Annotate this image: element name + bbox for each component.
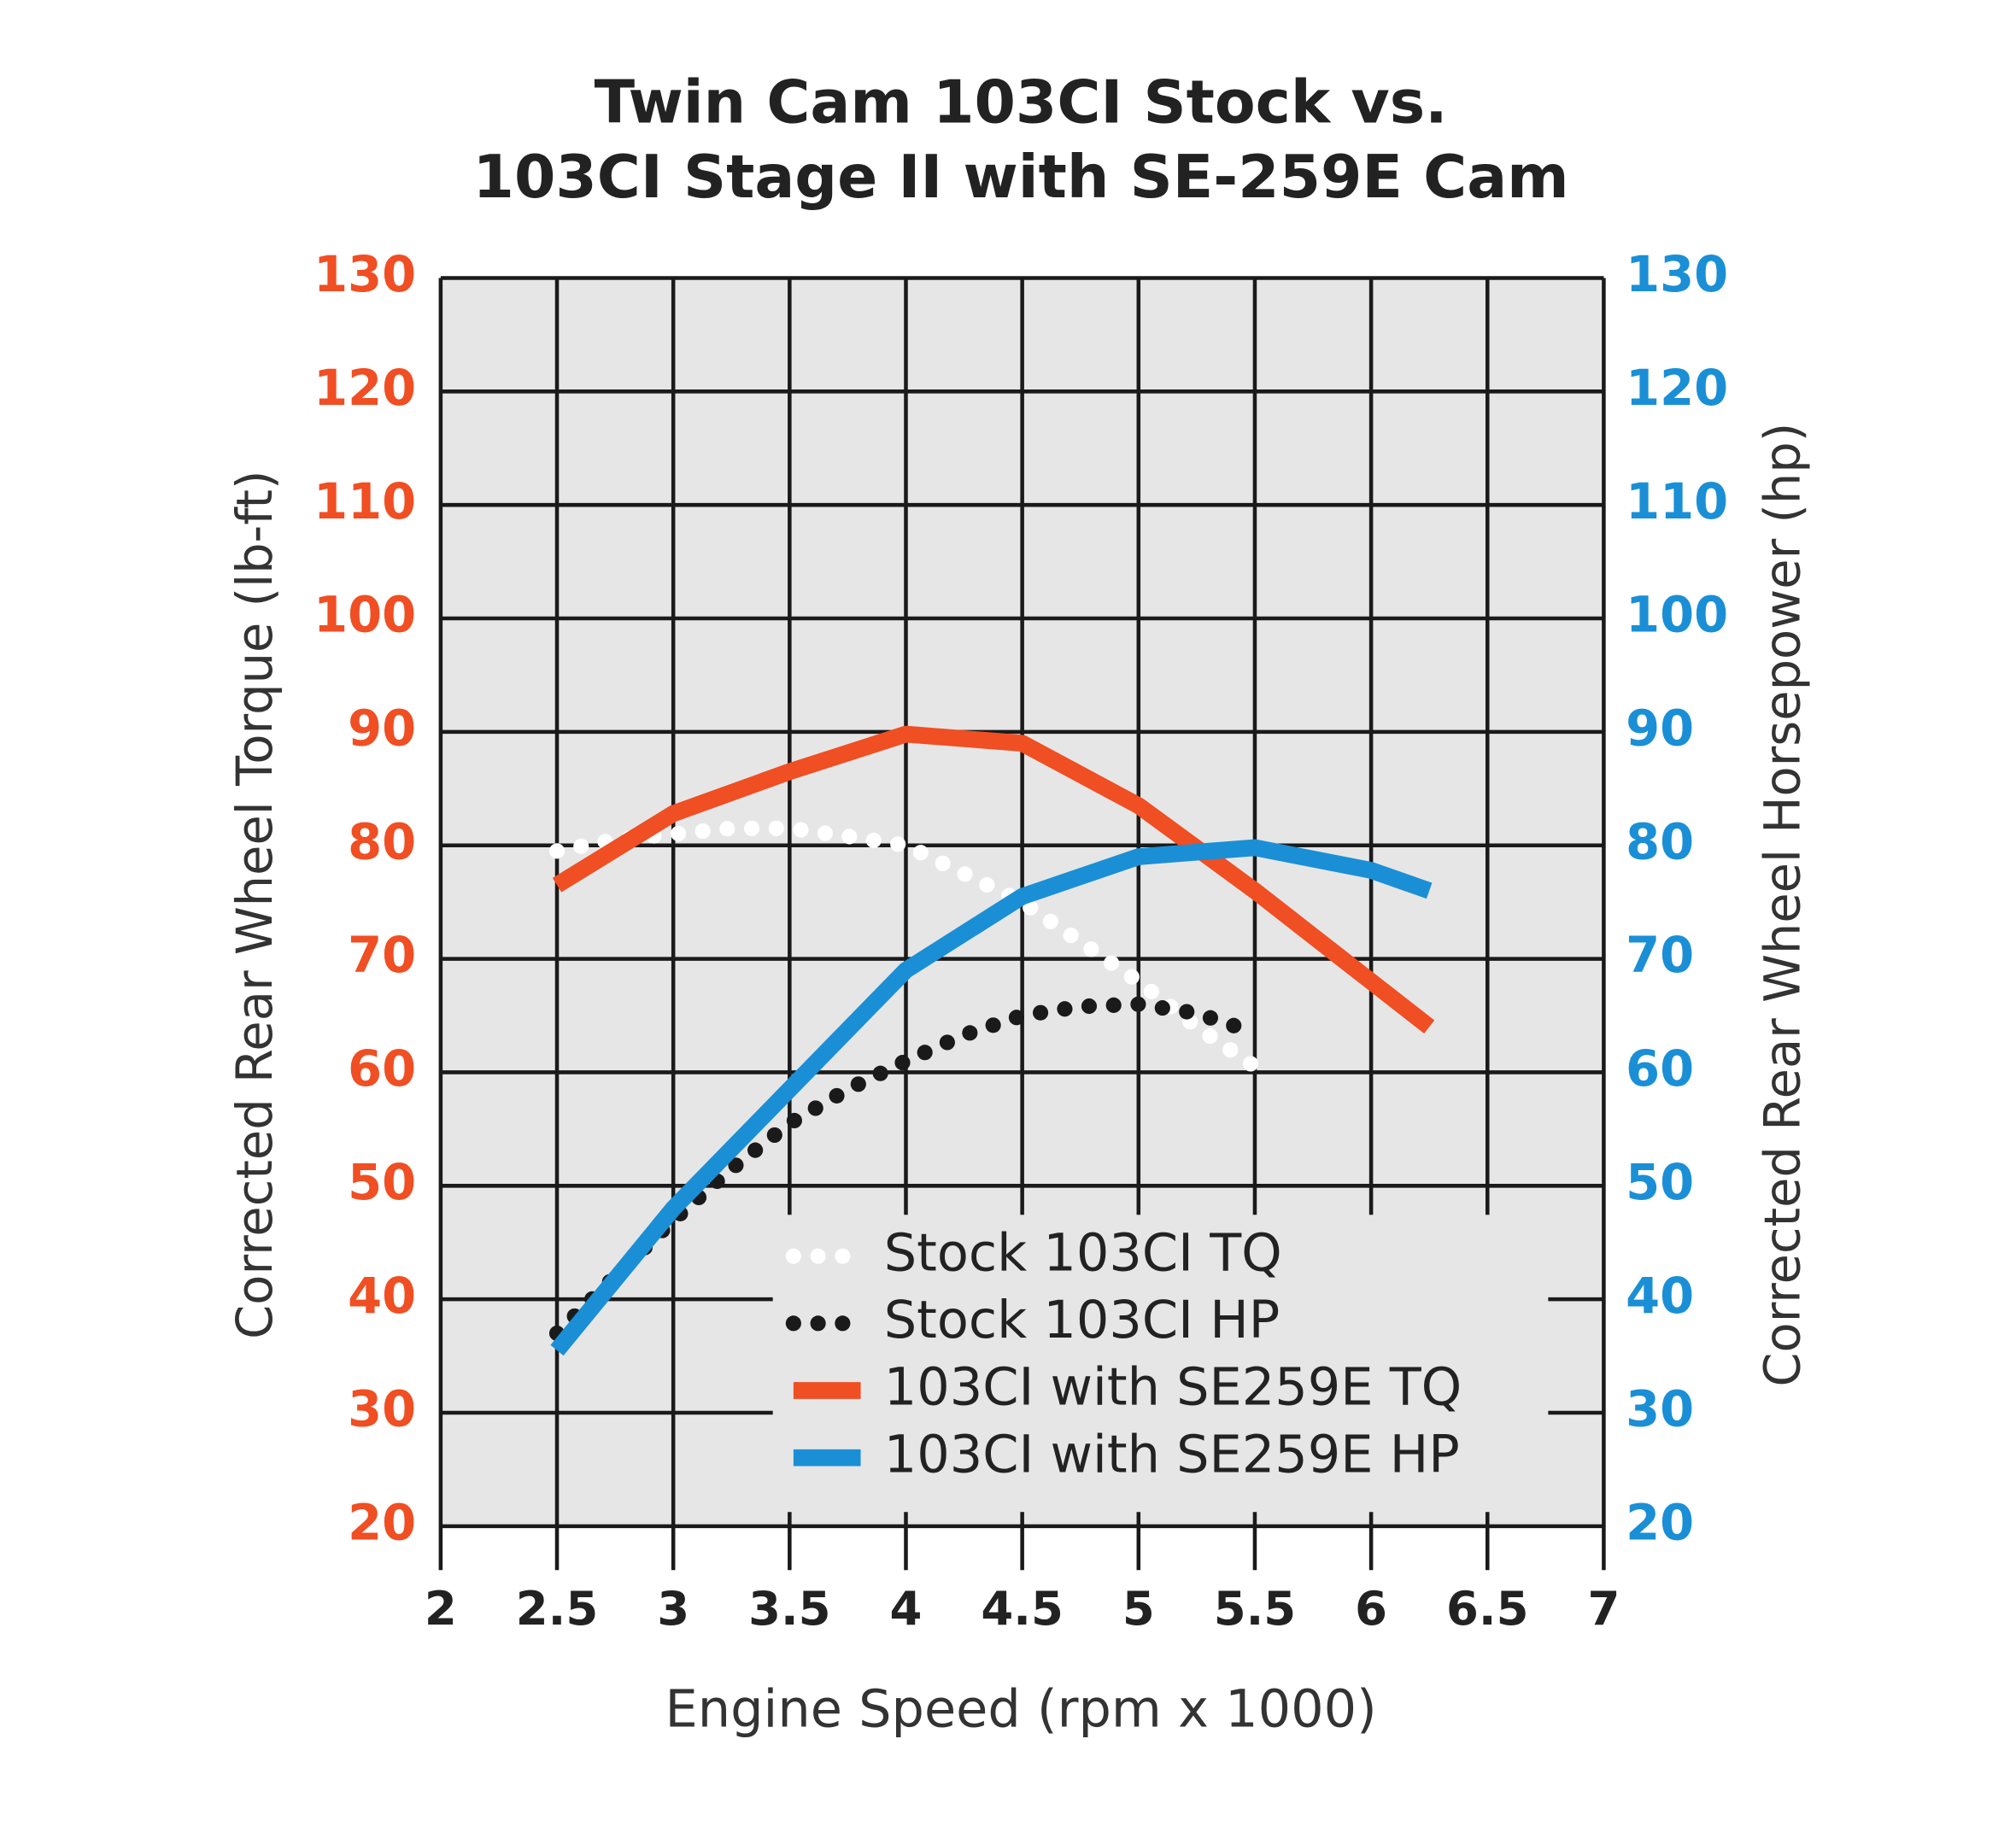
y2-tick-label: 90 bbox=[1626, 700, 1694, 758]
y-tick-label: 50 bbox=[348, 1154, 416, 1211]
y-tick-label: 100 bbox=[314, 587, 416, 644]
y2-tick-label: 130 bbox=[1626, 246, 1728, 303]
legend-background bbox=[772, 1215, 1549, 1513]
chart-title: Twin Cam 103CI Stock vs. bbox=[595, 67, 1448, 137]
chart-subtitle: 103CI Stage II with SE-259E Cam bbox=[473, 143, 1569, 212]
x-tick-label: 6.5 bbox=[1446, 1581, 1528, 1636]
y2-tick-label: 20 bbox=[1626, 1494, 1694, 1551]
y2-tick-label: 80 bbox=[1626, 813, 1694, 870]
series-line bbox=[548, 820, 1263, 1074]
legend-label: Stock 103CI TQ bbox=[884, 1223, 1282, 1283]
series-line bbox=[552, 725, 1435, 1034]
x-tick-label: 5.5 bbox=[1214, 1581, 1296, 1636]
y-tick-label: 40 bbox=[348, 1268, 416, 1325]
y-tick-label: 70 bbox=[348, 927, 416, 984]
y2-tick-label: 110 bbox=[1626, 473, 1728, 530]
y2-tick-label: 30 bbox=[1626, 1381, 1694, 1438]
y2-tick-label: 60 bbox=[1626, 1040, 1694, 1098]
y-axis-label: Corrected Rear Wheel Torque (lb-ft) bbox=[226, 471, 284, 1339]
series-line bbox=[550, 839, 1433, 1356]
y-tick-label: 60 bbox=[348, 1040, 416, 1098]
x-tick-label: 4 bbox=[890, 1581, 923, 1636]
x-axis-label: Engine Speed (rpm x 1000) bbox=[665, 1679, 1377, 1739]
y-tick-label: 130 bbox=[314, 246, 416, 303]
legend-label: Stock 103CI HP bbox=[884, 1291, 1280, 1350]
y2-tick-label: 50 bbox=[1626, 1154, 1694, 1211]
y-tick-label: 20 bbox=[348, 1494, 416, 1551]
x-tick-label: 7 bbox=[1587, 1581, 1620, 1636]
x-tick-label: 2 bbox=[425, 1581, 457, 1636]
series-line bbox=[548, 996, 1263, 1342]
y2-tick-label: 100 bbox=[1626, 587, 1728, 644]
y2-tick-label: 40 bbox=[1626, 1268, 1694, 1325]
x-tick-label: 4.5 bbox=[981, 1581, 1063, 1636]
x-tick-label: 3.5 bbox=[748, 1581, 830, 1636]
y-tick-label: 110 bbox=[314, 473, 416, 530]
y2-tick-label: 70 bbox=[1626, 927, 1694, 984]
y2-tick-label: 120 bbox=[1626, 360, 1728, 417]
y-tick-label: 30 bbox=[348, 1381, 416, 1438]
y-tick-label: 120 bbox=[314, 360, 416, 417]
legend-label: 103CI with SE259E TQ bbox=[884, 1358, 1462, 1418]
x-tick-label: 2.5 bbox=[516, 1581, 598, 1636]
y-tick-label: 90 bbox=[348, 700, 416, 758]
legend-label: 103CI with SE259E HP bbox=[884, 1425, 1460, 1484]
y2-axis-label: Corrected Rear Wheel Horsepower (hp) bbox=[1754, 423, 1811, 1387]
x-tick-label: 3 bbox=[657, 1581, 689, 1636]
x-tick-label: 5 bbox=[1122, 1581, 1155, 1636]
y-tick-label: 80 bbox=[348, 813, 416, 870]
x-tick-label: 6 bbox=[1355, 1581, 1387, 1636]
